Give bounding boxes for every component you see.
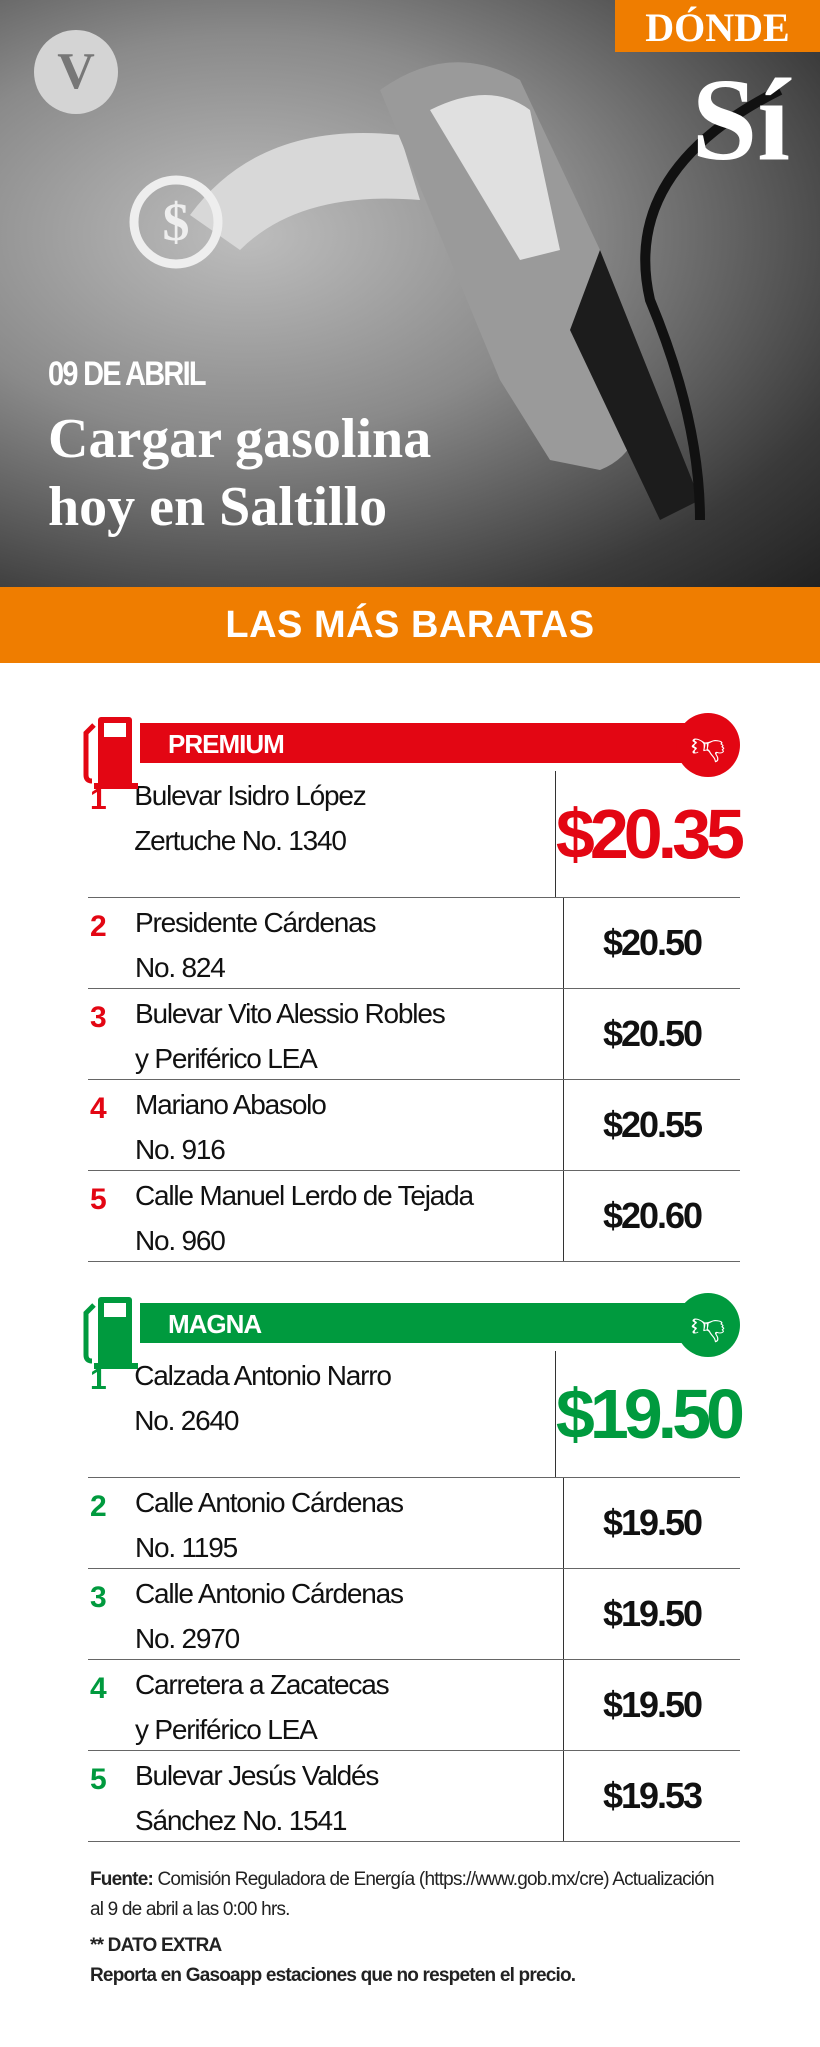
rank: 2 — [90, 1490, 107, 1523]
station-address: Bulevar Jesús Valdés Sánchez No. 1541 — [135, 1751, 563, 1841]
address-line: Calle Manuel Lerdo de Tejada — [135, 1180, 474, 1211]
station-address: Bulevar Vito Alessio Robles y Periférico … — [135, 989, 563, 1079]
table-row: 5 Calle Manuel Lerdo de Tejada No. 960 $2… — [88, 1171, 740, 1262]
page-title: Cargar gasolina hoy en Saltillo — [48, 405, 431, 541]
thumbs-down-icon: 👎︎ — [676, 1293, 740, 1357]
price: $20.35 — [554, 771, 745, 897]
title-line-1: Cargar gasolina — [48, 408, 432, 470]
rank: 2 — [90, 910, 107, 943]
address-line: y Periférico LEA — [135, 1714, 318, 1745]
address-line: Calle Antonio Cárdenas — [135, 1487, 404, 1518]
table-row: 3 Bulevar Vito Alessio Robles y Periféric… — [88, 989, 740, 1080]
address-line: Bulevar Jesús Valdés — [135, 1760, 379, 1791]
rank: 4 — [90, 1672, 107, 1705]
thumbs-down-icon: 👎︎ — [676, 713, 740, 777]
address-line: No. 824 — [135, 952, 226, 983]
address-line: Presidente Cárdenas — [135, 907, 376, 938]
fuel-pump-icon — [83, 717, 138, 789]
hero-banner: $ V DÓNDE Sí 09 DE ABRIL Cargar gasolina… — [0, 0, 820, 587]
magna-section: MAGNA 👎︎ 1 Calzada Antonio Narro No. 2640… — [80, 1293, 745, 1842]
address-line: Mariano Abasolo — [135, 1089, 327, 1120]
date-label: 09 DE ABRIL — [48, 355, 207, 393]
price: $19.50 — [563, 1569, 740, 1659]
station-address: Mariano Abasolo No. 916 — [135, 1080, 563, 1170]
price: $20.50 — [563, 898, 740, 988]
site-logo[interactable]: V — [34, 30, 118, 114]
station-address: Calle Antonio Cárdenas No. 1195 — [135, 1478, 563, 1568]
address-line: No. 1195 — [135, 1532, 238, 1563]
magna-header: MAGNA 👎︎ — [80, 1293, 740, 1369]
premium-section: PREMIUM 👎︎ 1 Bulevar Isidro López Zertuch… — [80, 713, 745, 1262]
table-row: 1 Calzada Antonio Narro No. 2640 $19.50 — [88, 1351, 745, 1478]
fuel-pump-icon — [83, 1297, 138, 1369]
price: $20.60 — [563, 1171, 740, 1261]
rank: 1 — [90, 783, 107, 816]
brand-donde: DÓNDE — [615, 0, 820, 52]
price: $20.50 — [563, 989, 740, 1079]
rank: 4 — [90, 1092, 107, 1125]
station-address: Calle Antonio Cárdenas No. 2970 — [135, 1569, 563, 1659]
address-line: y Periférico LEA — [135, 1043, 318, 1074]
table-row: 4 Mariano Abasolo No. 916 $20.55 — [88, 1080, 740, 1171]
price: $19.50 — [554, 1351, 745, 1477]
footer-notes: Fuente: Comisión Reguladora de Energía (… — [90, 1865, 730, 1991]
price: $20.55 — [563, 1080, 740, 1170]
address-line: No. 2970 — [135, 1623, 240, 1654]
address-line: No. 960 — [135, 1225, 226, 1256]
rank: 5 — [90, 1763, 107, 1796]
section-band: LAS MÁS BARATAS — [0, 587, 820, 663]
extra-text: Reporta en Gasoapp estaciones que no res… — [90, 1965, 576, 1986]
station-address: Bulevar Isidro López Zertuche No. 1340 — [134, 771, 555, 897]
station-address: Carretera a Zacatecas y Periférico LEA — [135, 1660, 563, 1750]
source-text: Comisión Reguladora de Energía (https://… — [90, 1869, 715, 1920]
address-line: Zertuche No. 1340 — [134, 825, 347, 856]
address-line: Sánchez No. 1541 — [135, 1805, 347, 1836]
premium-header: PREMIUM 👎︎ — [80, 713, 740, 789]
station-address: Presidente Cárdenas No. 824 — [135, 898, 563, 988]
source-label: Fuente: — [90, 1869, 154, 1890]
price: $19.50 — [563, 1478, 740, 1568]
table-row: 2 Presidente Cárdenas No. 824 $20.50 — [88, 898, 740, 989]
address-line: No. 916 — [135, 1134, 226, 1165]
rank: 1 — [90, 1363, 107, 1396]
price: $19.53 — [563, 1751, 740, 1841]
brand-si: Sí — [691, 54, 790, 185]
magna-label: MAGNA — [140, 1303, 710, 1343]
station-address: Calle Manuel Lerdo de Tejada No. 960 — [135, 1171, 563, 1261]
address-line: Bulevar Vito Alessio Robles — [135, 998, 446, 1029]
table-row: 1 Bulevar Isidro López Zertuche No. 1340 … — [88, 771, 745, 898]
rank: 3 — [90, 1001, 107, 1034]
fuel-nozzle-icon: $ — [129, 62, 783, 521]
extra-label: ** DATO EXTRA — [90, 1935, 222, 1956]
address-line: Calle Antonio Cárdenas — [135, 1578, 404, 1609]
address-line: Calzada Antonio Narro — [134, 1360, 392, 1391]
svg-text:$: $ — [163, 192, 190, 252]
station-address: Calzada Antonio Narro No. 2640 — [134, 1351, 555, 1477]
address-line: No. 2640 — [134, 1405, 239, 1436]
rank: 3 — [90, 1581, 107, 1614]
address-line: Carretera a Zacatecas — [135, 1669, 390, 1700]
premium-label: PREMIUM — [140, 723, 710, 763]
title-line-2: hoy en Saltillo — [48, 476, 388, 538]
table-row: 4 Carretera a Zacatecas y Periférico LEA … — [88, 1660, 740, 1751]
price: $19.50 — [563, 1660, 740, 1750]
table-row: 3 Calle Antonio Cárdenas No. 2970 $19.50 — [88, 1569, 740, 1660]
rank: 5 — [90, 1183, 107, 1216]
table-row: 2 Calle Antonio Cárdenas No. 1195 $19.50 — [88, 1478, 740, 1569]
table-row: 5 Bulevar Jesús Valdés Sánchez No. 1541 $… — [88, 1751, 740, 1842]
address-line: Bulevar Isidro López — [134, 780, 366, 811]
